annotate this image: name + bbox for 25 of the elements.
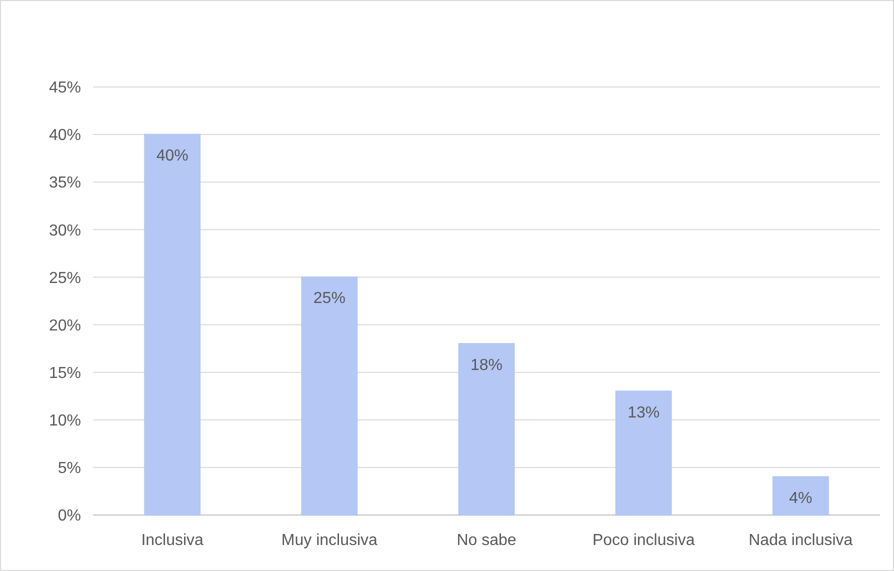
x-tick-label: Nada inclusiva	[748, 532, 853, 549]
bar	[458, 343, 515, 516]
y-tick-label: 25%	[48, 270, 81, 287]
bar	[144, 134, 201, 516]
data-label: 25%	[313, 290, 346, 308]
data-label: 18%	[470, 356, 503, 374]
x-tick-label: Inclusiva	[141, 532, 204, 549]
bar	[301, 276, 358, 516]
y-tick-label: 10%	[48, 412, 81, 430]
bar	[772, 476, 829, 516]
data-label: 13%	[628, 404, 660, 422]
y-tick-label: 15%	[48, 364, 81, 382]
x-tick-label: No sabe	[456, 532, 516, 549]
data-label: 40%	[156, 148, 188, 165]
y-tick-label: 0%	[58, 508, 81, 525]
x-tick-label: Muy inclusiva	[281, 532, 378, 549]
y-tick-label: 40%	[48, 127, 81, 144]
y-tick-label: 30%	[48, 222, 81, 240]
y-tick-label: 20%	[48, 317, 81, 334]
x-tick-label: Poco inclusiva	[592, 532, 695, 549]
y-tick-label: 45%	[48, 80, 81, 97]
bar	[615, 390, 672, 516]
data-label: 4%	[789, 490, 812, 507]
y-tick-label: 5%	[58, 460, 81, 478]
y-tick-label: 35%	[48, 174, 81, 192]
